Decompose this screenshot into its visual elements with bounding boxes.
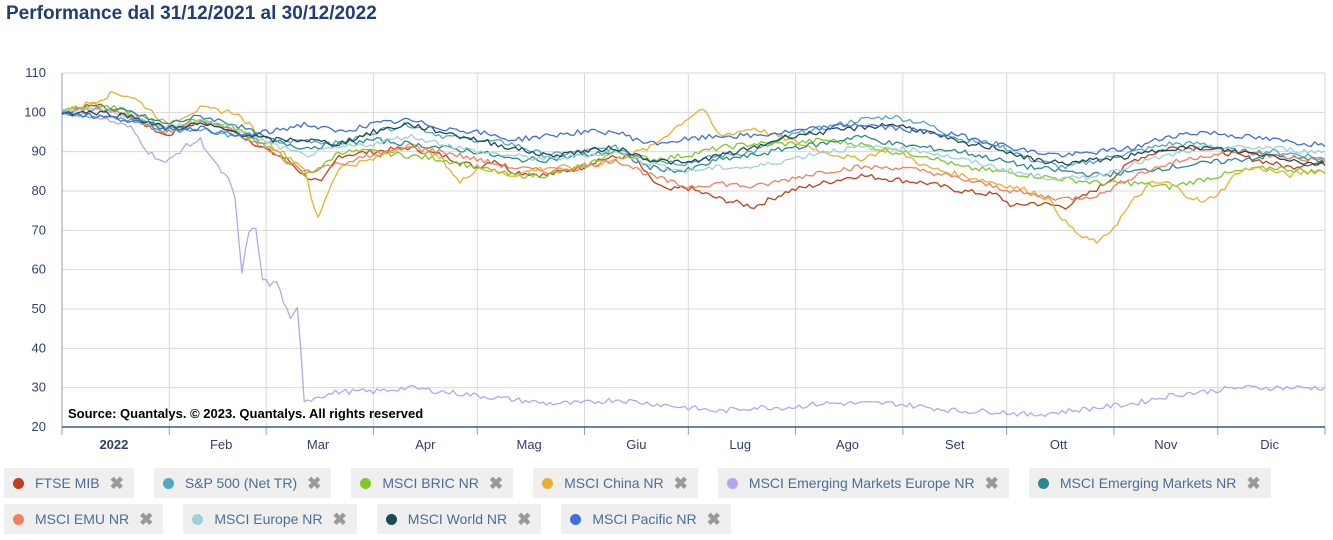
- performance-chart: 2022 Feb Mar Apr Mag Giu Lug Ago Set Ott Nov Dic 20…: [24, 65, 1326, 452]
- x-tick-label: Mag: [516, 437, 541, 452]
- legend: FTSE MIB ✖ S&P 500 (Net TR) ✖ MSCI BRIC …: [4, 468, 1324, 540]
- y-tick-label: 40: [32, 340, 46, 355]
- legend-item-msci-europe[interactable]: MSCI Europe NR ✖: [183, 504, 357, 534]
- series-color-dot: [726, 477, 738, 489]
- x-tick-label: Ago: [836, 437, 859, 452]
- legend-label: MSCI EMU NR: [35, 511, 130, 527]
- legend-item-msci-world[interactable]: MSCI World NR ✖: [376, 504, 542, 534]
- close-icon[interactable]: ✖: [109, 473, 124, 493]
- close-icon[interactable]: ✖: [517, 509, 532, 529]
- chart-title: Performance dal 31/12/2021 al 30/12/2022: [6, 3, 377, 24]
- close-icon[interactable]: ✖: [984, 473, 999, 493]
- legend-label: MSCI BRIC NR: [382, 475, 479, 491]
- legend-item-msci-em[interactable]: MSCI Emerging Markets NR ✖: [1028, 468, 1271, 498]
- y-tick-label: 20: [32, 419, 46, 434]
- series-line: [61, 111, 1326, 158]
- legend-label: MSCI China NR: [564, 475, 664, 491]
- x-tick-label: Dic: [1260, 437, 1279, 452]
- x-tick-label: Giu: [626, 437, 646, 452]
- y-tick-label: 60: [32, 262, 46, 277]
- legend-label: MSCI Pacific NR: [592, 511, 697, 527]
- series-color-dot: [542, 477, 554, 489]
- legend-label: S&P 500 (Net TR): [184, 475, 298, 491]
- y-axis: 20 30 40 50 60 70 80 90 100 110: [24, 65, 63, 434]
- series-line: [61, 106, 1326, 178]
- series-color-dot: [192, 513, 204, 525]
- x-tick-label: 2022: [99, 437, 128, 452]
- y-tick-label: 70: [32, 222, 46, 237]
- legend-label: MSCI World NR: [407, 511, 508, 527]
- x-tick-label: Nov: [1154, 437, 1178, 452]
- series-line: [61, 90, 1326, 244]
- legend-item-sp500[interactable]: S&P 500 (Net TR) ✖: [153, 468, 332, 498]
- close-icon[interactable]: ✖: [706, 509, 721, 529]
- close-icon[interactable]: ✖: [139, 509, 154, 529]
- x-tick-label: Set: [945, 437, 965, 452]
- legend-item-msci-pacific[interactable]: MSCI Pacific NR ✖: [561, 504, 731, 534]
- series-line: [61, 107, 1326, 181]
- close-icon[interactable]: ✖: [1246, 473, 1261, 493]
- series-color-dot: [570, 513, 582, 525]
- series-color-dot: [13, 513, 24, 525]
- y-tick-label: 30: [32, 380, 46, 395]
- close-icon[interactable]: ✖: [673, 473, 688, 493]
- series-color-dot: [13, 477, 24, 489]
- close-icon[interactable]: ✖: [307, 473, 322, 493]
- legend-item-msci-china[interactable]: MSCI China NR ✖: [533, 468, 698, 498]
- y-tick-label: 80: [32, 183, 46, 198]
- x-tick-label: Apr: [415, 437, 436, 452]
- series-color-dot: [1037, 477, 1049, 489]
- legend-item-msci-bric[interactable]: MSCI BRIC NR ✖: [351, 468, 514, 498]
- close-icon[interactable]: ✖: [332, 509, 347, 529]
- series-color-dot: [162, 477, 174, 489]
- y-tick-label: 110: [25, 65, 46, 80]
- legend-label: MSCI Europe NR: [214, 511, 323, 527]
- series-lines: [61, 90, 1326, 417]
- legend-label: MSCI Emerging Markets NR: [1059, 475, 1237, 491]
- legend-item-msci-emu[interactable]: MSCI EMU NR ✖: [4, 504, 164, 534]
- legend-item-ftse-mib[interactable]: FTSE MIB ✖: [4, 468, 134, 498]
- x-tick-label: Ott: [1050, 437, 1068, 452]
- x-tick-label: Mar: [307, 437, 330, 452]
- x-axis: 2022 Feb Mar Apr Mag Giu Lug Ago Set Ott Nov Dic: [61, 426, 1326, 452]
- source-note: Source: Quantalys. © 2023. Quantalys. Al…: [68, 406, 423, 421]
- series-color-dot: [385, 513, 397, 525]
- series-line: [61, 106, 1326, 201]
- series-color-dot: [360, 477, 372, 489]
- series-line: [61, 111, 1326, 417]
- series-line: [61, 110, 1326, 167]
- x-tick-label: Lug: [729, 437, 751, 452]
- series-line: [61, 101, 1326, 191]
- legend-label: MSCI Emerging Markets Europe NR: [748, 475, 975, 491]
- series-line: [61, 103, 1326, 210]
- x-tick-label: Feb: [210, 437, 232, 452]
- close-icon[interactable]: ✖: [488, 473, 504, 493]
- y-tick-label: 100: [24, 104, 46, 119]
- y-tick-label: 90: [32, 144, 46, 159]
- legend-row: FTSE MIB ✖ S&P 500 (Net TR) ✖ MSCI BRIC …: [4, 468, 1324, 498]
- y-tick-label: 50: [32, 301, 46, 316]
- legend-label: FTSE MIB: [35, 475, 100, 491]
- legend-item-msci-em-europe[interactable]: MSCI Emerging Markets Europe NR ✖: [717, 468, 1009, 498]
- legend-row: MSCI EMU NR ✖ MSCI Europe NR ✖ MSCI Worl…: [4, 504, 1324, 534]
